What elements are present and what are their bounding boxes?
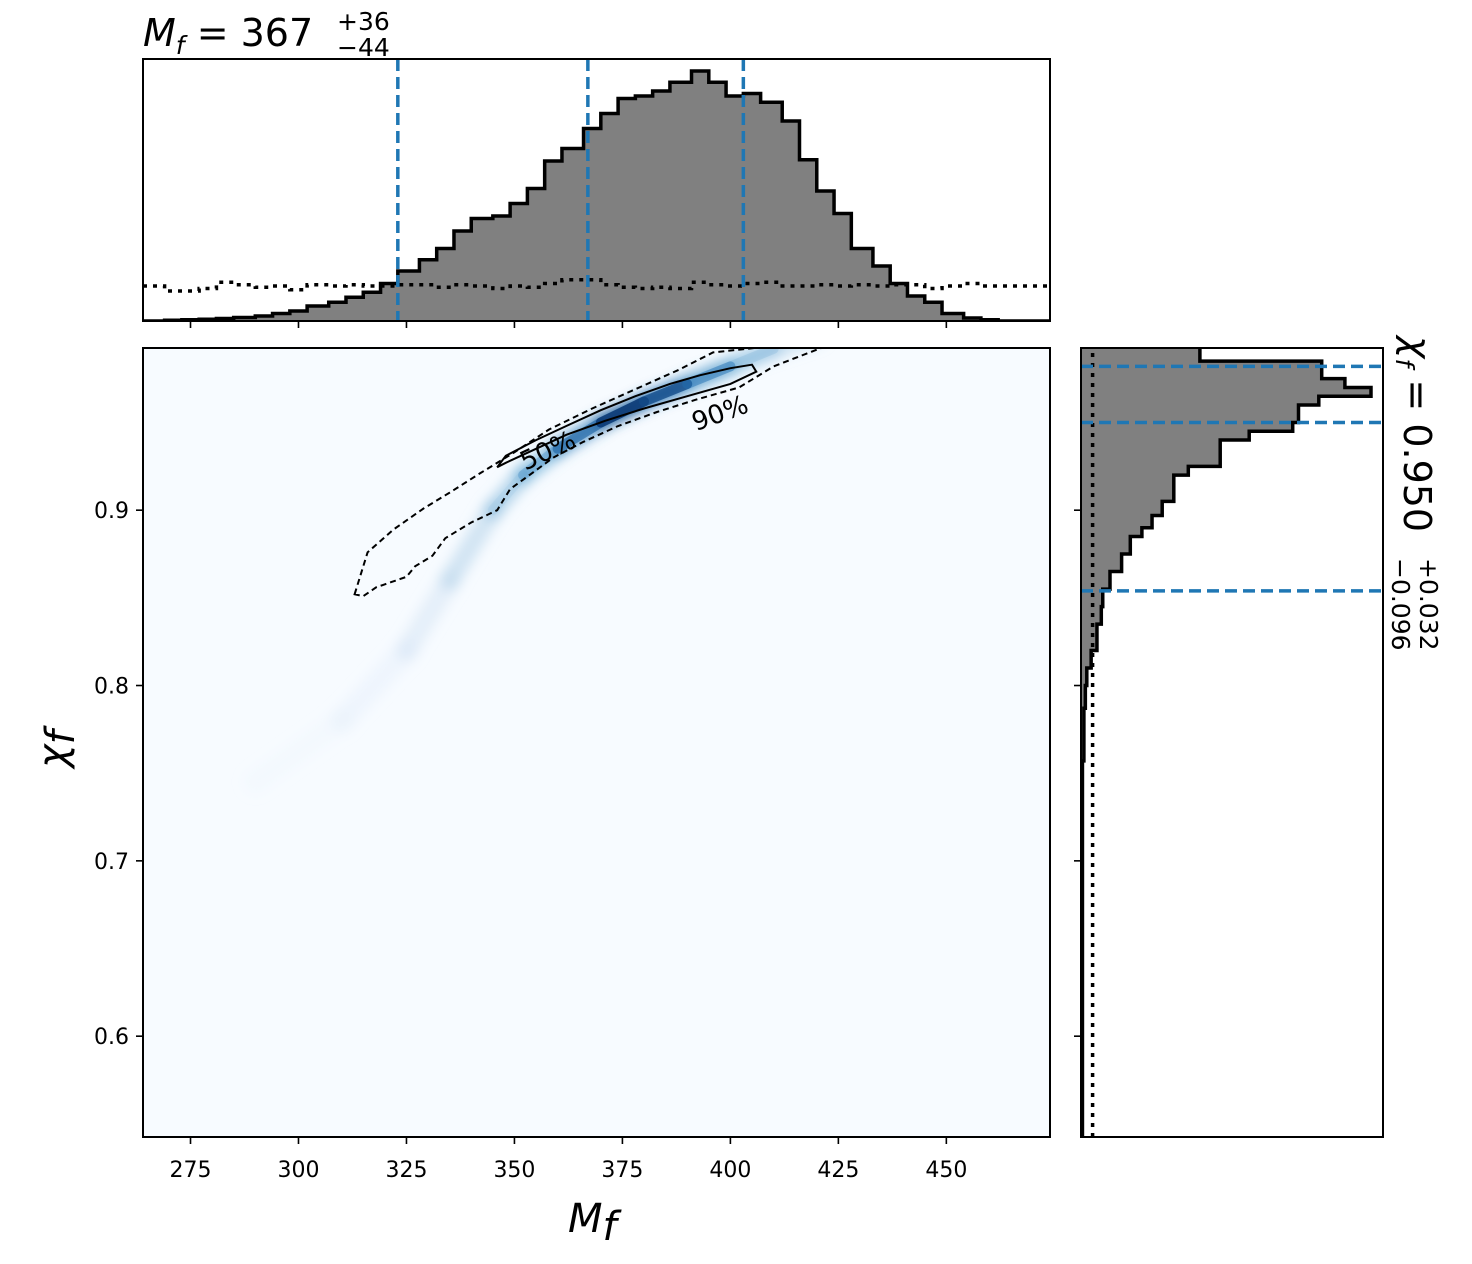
top-title-minus: −44 <box>337 33 390 62</box>
density-core <box>518 443 563 481</box>
density-core <box>725 348 779 372</box>
y-axis-label: χf <box>30 724 84 770</box>
right-title-plus: +0.032 <box>1414 558 1443 651</box>
density-band <box>395 569 461 662</box>
x-tick-label: 350 <box>493 1158 535 1183</box>
density-panel: 50%90% 275 300 325 350 375 400 425 4500.60.70.8… <box>94 347 1051 1183</box>
y-tick-label: 0.7 <box>94 850 129 875</box>
right-title-minus: −0.096 <box>1386 558 1415 651</box>
svg-text:χf = 0.950: χf = 0.950 <box>1390 334 1439 532</box>
x-tick-label: 275 <box>170 1158 212 1183</box>
contour-50 <box>496 363 758 469</box>
density-band <box>243 708 354 795</box>
density-core <box>552 417 606 454</box>
density-band <box>763 348 808 359</box>
contour-90 <box>353 348 824 598</box>
y-tick-label: 0.8 <box>94 675 129 700</box>
x-tick-label: 425 <box>817 1158 859 1183</box>
chif-marginal-frame <box>1080 347 1384 1138</box>
right-title: χf = 0.950 +0.032 −0.096 <box>1386 334 1443 651</box>
mf-histogram-fill <box>143 71 1050 321</box>
chif-histogram-fill <box>1081 348 1371 1137</box>
y-tick-label: 0.9 <box>94 499 129 524</box>
x-tick-label: 300 <box>277 1158 319 1183</box>
density-frame <box>142 347 1051 1138</box>
x-tick-label: 375 <box>601 1158 643 1183</box>
chif-marginal-panel <box>1074 347 1384 1138</box>
x-tick-label: 400 <box>709 1158 751 1183</box>
density-band <box>439 500 503 591</box>
x-tick-label: 450 <box>925 1158 967 1183</box>
density-background <box>143 348 1050 1137</box>
y-tick-label: 0.6 <box>94 1025 129 1050</box>
x-axis-label: Mf <box>568 1196 623 1250</box>
density-core <box>639 378 693 407</box>
mf-marginal-panel <box>142 58 1051 328</box>
top-title: Mf = 367 <box>143 11 313 60</box>
mf-histogram-step <box>143 69 1050 321</box>
mf-marginal-frame <box>142 58 1051 322</box>
x-tick-label: 325 <box>385 1158 427 1183</box>
top-title-plus: +36 <box>337 7 390 36</box>
density-band <box>330 638 418 733</box>
mf-prior <box>143 278 1050 293</box>
